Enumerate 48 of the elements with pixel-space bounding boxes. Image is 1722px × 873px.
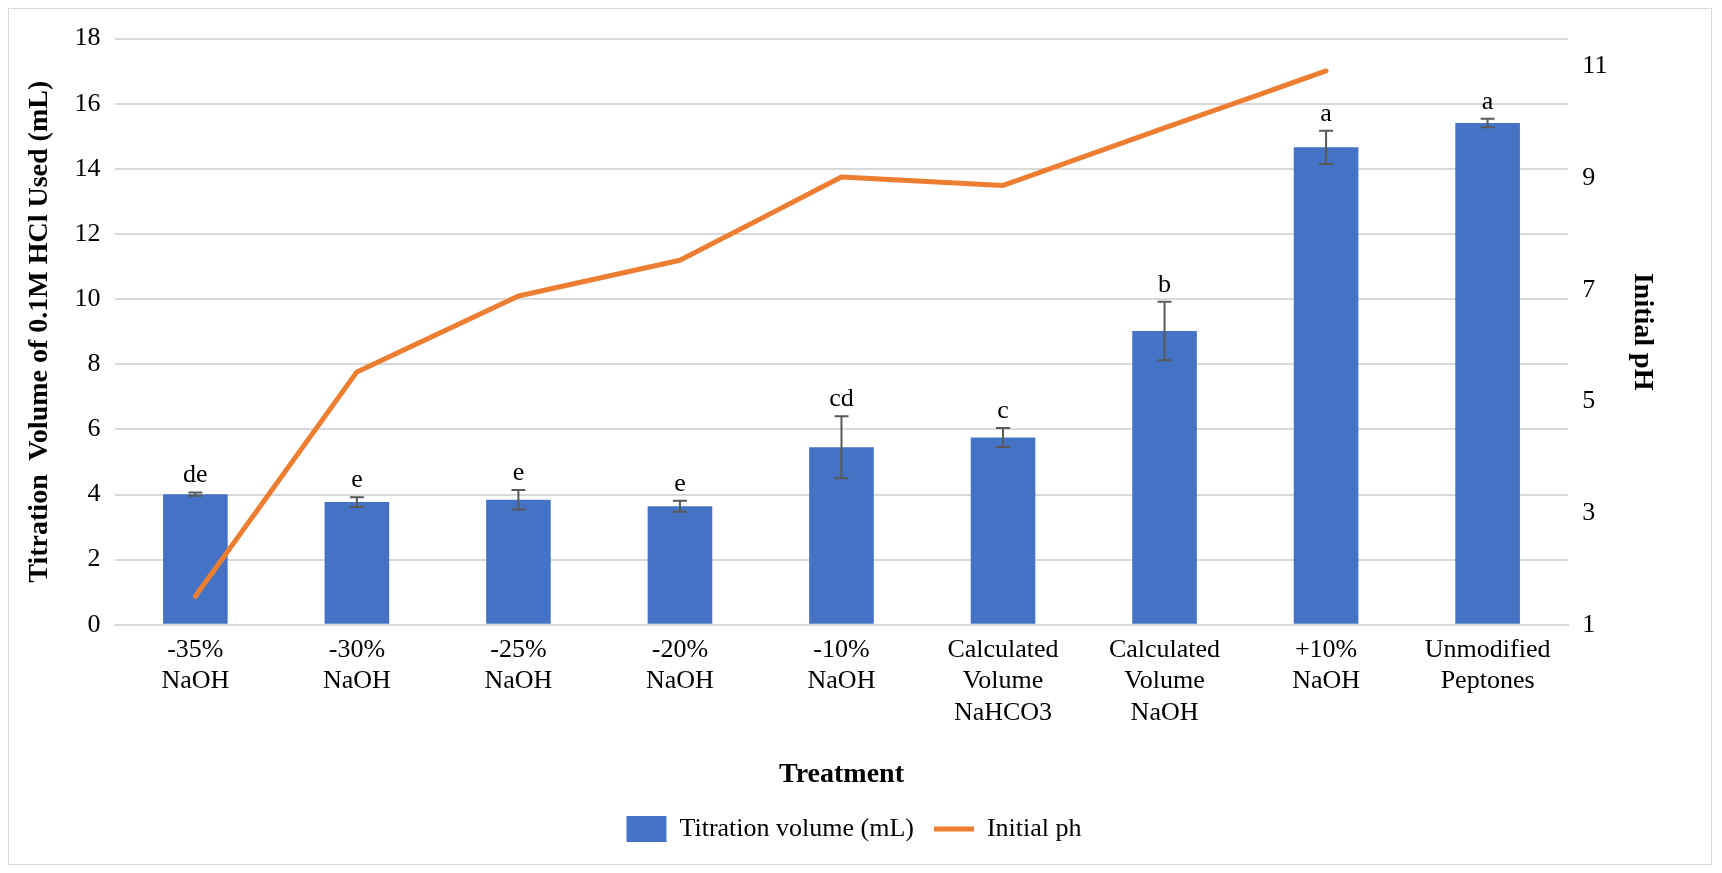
legend-label: Initial ph	[986, 812, 1082, 842]
annotation: e	[512, 456, 525, 486]
y-tick-label: 12	[74, 217, 101, 247]
bar	[647, 506, 713, 624]
y-tick-label: 8	[87, 348, 101, 378]
y-tick-label: 0	[87, 608, 101, 638]
y2-tick-label: 1	[1582, 608, 1596, 638]
y-axis-title: Titration Volume of 0.1M HCl Used (mL)	[22, 80, 54, 583]
y-tick-label: 4	[87, 478, 101, 508]
y-tick-label: 14	[74, 152, 101, 182]
annotation: de	[183, 459, 208, 489]
annotation: a	[1481, 85, 1494, 115]
annotation: cd	[829, 383, 854, 413]
y2-tick-label: 11	[1582, 50, 1608, 80]
x-tick-label: Calculated Volume NaHCO3	[947, 634, 1059, 726]
y2-tick-label: 9	[1582, 162, 1596, 191]
bar	[486, 499, 551, 624]
y-tick-label: 6	[87, 413, 101, 443]
x-tick-label: Calculated Volume NaOH	[1108, 634, 1221, 726]
x-tick-label: -25% NaOH	[484, 634, 553, 695]
y2-axis-title: Initial pH	[1628, 272, 1660, 391]
bar	[1132, 331, 1197, 624]
x-tick-label: Unmodified Peptones	[1424, 634, 1551, 695]
x-tick-label: -10% NaOH	[807, 634, 876, 695]
x-tick-label: -20% NaOH	[646, 634, 715, 695]
y2-tick-label: 5	[1582, 385, 1596, 415]
y2-tick-label: 3	[1582, 496, 1596, 526]
annotation: e	[351, 463, 363, 493]
x-tick-label: +10% NaOH	[1292, 634, 1361, 695]
bar	[1455, 122, 1520, 624]
bar	[809, 447, 874, 624]
x-axis-title: Treatment	[779, 757, 905, 789]
x-tick-label: -35% NaOH	[161, 634, 230, 695]
annotation: a	[1320, 97, 1333, 127]
bar	[324, 502, 390, 624]
bar	[1293, 147, 1359, 624]
y-tick-label: 16	[74, 87, 101, 117]
legend-label: Titration volume (mL)	[679, 812, 914, 842]
y2-tick-label: 7	[1582, 273, 1596, 303]
annotation: c	[997, 394, 1009, 424]
x-tick-label: -30% NaOH	[322, 634, 392, 695]
y-tick-label: 18	[74, 22, 101, 52]
y-tick-label: 2	[87, 543, 101, 573]
annotation: b	[1158, 268, 1172, 298]
y-tick-label: 10	[74, 282, 101, 312]
annotation: e	[674, 467, 686, 497]
bar	[970, 437, 1036, 624]
bar	[163, 494, 228, 624]
